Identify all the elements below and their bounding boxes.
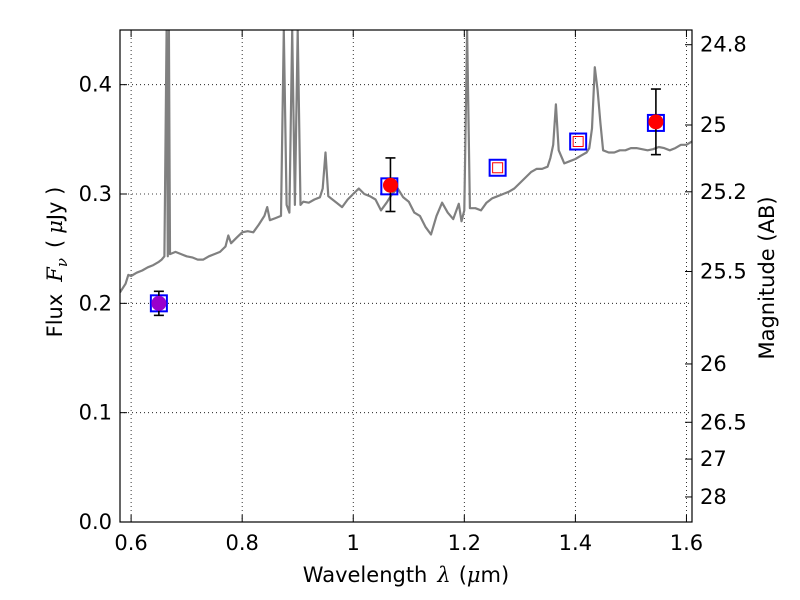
x-tick-label: 0.6	[114, 531, 147, 555]
y-axis-title: Flux Fν ( μJy )	[43, 187, 71, 338]
photometry-square-inner	[492, 162, 504, 174]
x-tick-label: 1.6	[670, 531, 703, 555]
markers-layer	[149, 88, 665, 317]
x-tick-label: 1.2	[448, 531, 481, 555]
spectrum-line	[120, 30, 692, 293]
y2-axis-title: Magnitude (AB)	[755, 196, 779, 359]
grid	[120, 30, 692, 523]
x-axis-title: Wavelength λ (μm)	[303, 563, 509, 587]
x-tick-label: 1	[347, 531, 360, 555]
x-axis-unit-mu: μ	[467, 563, 481, 587]
x-tick-label: 1.4	[559, 531, 592, 555]
y2-tick-label: 25.5	[700, 260, 747, 284]
y-axis-subscript: ν	[53, 258, 71, 267]
plot-frame	[119, 29, 693, 523]
x-axis-unit-rest: m)	[481, 563, 510, 587]
y2-tick-label: 24.8	[700, 33, 747, 57]
ticks: 0.6 0.8 1 1.2 1.4 1.6 0.0 0.1 0.2 0.3 0.4 24.8 25 25.…	[79, 30, 747, 555]
y-tick-label: 0.3	[79, 182, 112, 206]
y-axis-label: Flux	[43, 294, 67, 338]
y2-tick-label: 26.5	[700, 410, 747, 434]
y2-tick-label: 25.2	[700, 180, 747, 204]
y2-tick-label: 28	[700, 485, 727, 509]
photometry-square-inner	[572, 136, 584, 148]
y-axis-unit-mu: μ	[43, 220, 67, 234]
y2-tick-label: 26	[700, 352, 727, 376]
measured-flux-point	[151, 295, 167, 311]
y2-tick-label: 25	[700, 113, 727, 137]
y2-tick-label: 27	[700, 447, 727, 471]
series-layer	[120, 30, 692, 293]
x-axis-label: Wavelength	[303, 563, 428, 587]
measured-flux-point	[648, 114, 664, 130]
y-tick-label: 0.4	[79, 73, 112, 97]
y-axis-unit-rest: Jy )	[43, 187, 67, 223]
photometry-square-point	[488, 158, 507, 177]
x-tick-label: 0.8	[225, 531, 258, 555]
y-tick-label: 0.2	[79, 291, 112, 315]
x-axis-unit-open: (	[459, 563, 467, 587]
photometry-square-point	[569, 132, 588, 151]
y-axis-unit-open: (	[43, 240, 67, 248]
measured-flux-point	[382, 177, 398, 193]
y-tick-label: 0.0	[79, 510, 112, 534]
x-axis-symbol: λ	[436, 563, 450, 587]
y-axis-symbol: F	[43, 266, 67, 283]
y-tick-label: 0.1	[79, 401, 112, 425]
